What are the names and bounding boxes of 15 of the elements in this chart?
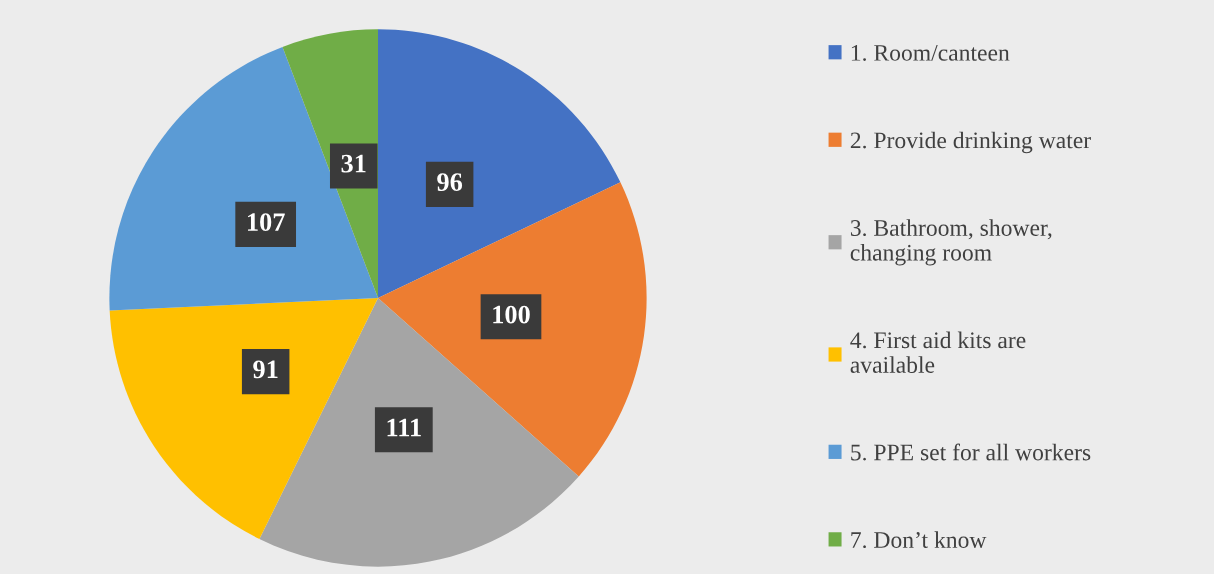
legend-label: 5. PPE set for all workers xyxy=(851,443,1091,461)
legend-label: 2. Provide drinking water xyxy=(850,131,1091,154)
legend-label: 1. Room/canteen xyxy=(851,45,1010,61)
legend-label: 7. Don’t know xyxy=(851,531,987,549)
legend-label: 3. Bathroom, shower, changing room xyxy=(850,219,1052,266)
legend-label: 4. First aid kits are available xyxy=(850,331,1026,373)
data-label: 96 xyxy=(437,173,463,191)
data-label: 107 xyxy=(247,213,285,231)
pie-slice xyxy=(378,29,621,298)
data-label: 111 xyxy=(387,418,421,437)
data-label: 100 xyxy=(493,305,530,324)
pie-slice xyxy=(109,46,378,311)
data-label: 91 xyxy=(253,360,278,379)
pie-slice xyxy=(109,298,378,540)
data-label: 31 xyxy=(341,154,366,173)
